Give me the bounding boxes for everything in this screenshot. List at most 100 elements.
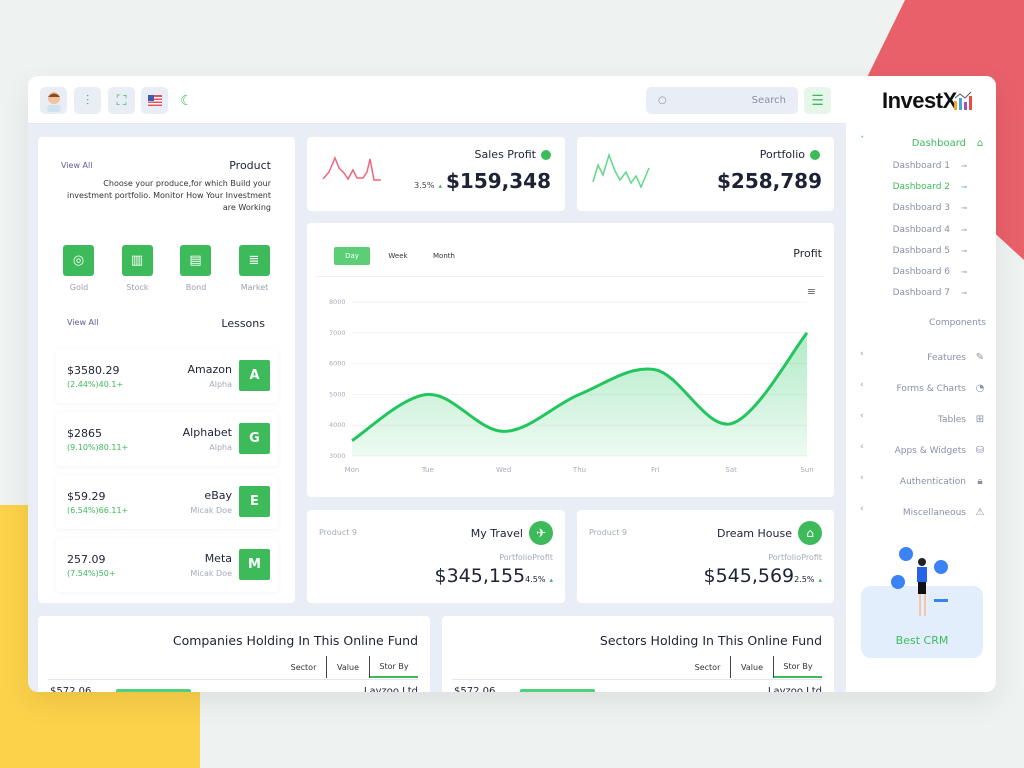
sales-profit-card: Sales Profit 3.5% ▴ $159,348 (307, 137, 565, 211)
sidebar-subitem[interactable]: Dashboard 5 ⊸ (893, 246, 970, 256)
lessons-title: Lessons (221, 317, 265, 330)
nav-label: Apps & Widgets (894, 445, 966, 456)
lesson-item[interactable]: $59.29 (6.54%)66.11+ eBay Micak Doe E (56, 475, 278, 529)
lesson-price: $3580.29 (67, 364, 120, 377)
dot-icon: ⊸ (961, 162, 967, 170)
sidebar-item[interactable]: Apps & Widgets ⛁ (895, 445, 986, 456)
sidebar-item[interactable]: Authentication 🔒︎ (900, 476, 986, 487)
sidebar-subitem[interactable]: Dashboard 4 ⊸ (893, 225, 970, 235)
fullscreen-icon[interactable]: ⛶ (108, 87, 135, 114)
lesson-letter-badge: G (239, 423, 270, 454)
lesson-sub: Micak Doe (190, 506, 232, 515)
sidebar-subitem[interactable]: Dashboard 6 ⊸ (893, 267, 970, 277)
sidebar-item[interactable]: Features ✎ (927, 352, 986, 363)
app-window: ⫶ ⛶ ☾ ○ Search ☰ InvestX ˇ Dashboard ⌂ Das… (28, 76, 996, 692)
chevron-left-icon: ‹ (860, 473, 864, 483)
promo-card[interactable]: Best CRM (861, 586, 983, 658)
y-tick-label: 3000 (329, 452, 346, 460)
sidebar-subitem[interactable]: Dashboard 7 ⊸ (893, 288, 970, 298)
goal-sub: PortfolioProfit (768, 553, 822, 562)
product-title: Product (229, 159, 271, 172)
sidebar-subitem[interactable]: Dashboard 2 ⊸ (893, 182, 970, 192)
dream-house-card: Product 9 Dream House ⌂ PortfolioProfit $… (577, 510, 834, 603)
column-sort-by[interactable]: Stor By (370, 656, 418, 678)
chevron-left-icon: ‹ (860, 504, 864, 514)
sidebar-section-label: Components (929, 318, 986, 328)
x-tick-label: Fri (651, 466, 659, 474)
column-value[interactable]: Value (730, 656, 774, 678)
y-tick-label: 6000 (329, 360, 346, 368)
dot-icon: ⊸ (961, 183, 967, 192)
lesson-name: Meta (204, 552, 232, 565)
warning-icon: ⚠ (975, 507, 985, 518)
row-value: $572.06 (454, 686, 496, 692)
avatar[interactable] (40, 87, 67, 114)
bar-chart-icon[interactable]: ▥ (121, 245, 153, 276)
grid-icon: ⊞ (975, 414, 985, 425)
nav-label: Dashboard (911, 138, 966, 149)
nav-label: Dashboard 5 (892, 245, 950, 256)
document-icon[interactable]: ▤ (180, 245, 211, 276)
sidebar-item[interactable]: Tables ⊞ (938, 414, 986, 425)
us-flag-icon[interactable] (141, 87, 168, 114)
moon-icon[interactable]: ☾ (180, 92, 193, 109)
chevron-left-icon: ‹ (860, 411, 864, 421)
home-icon: ⌂ (976, 138, 984, 149)
nav-label: Features (927, 352, 966, 363)
column-sort-by[interactable]: Stor By (774, 656, 822, 678)
table-title: Companies Holding In This Online Fund (172, 633, 418, 648)
menu-icon[interactable]: ☰ (804, 87, 831, 114)
lesson-change: (6.54%)66.11+ (67, 506, 129, 515)
column-value[interactable]: Value (326, 656, 370, 678)
dot-icon: ⊸ (961, 225, 967, 234)
top-header: ⫶ ⛶ ☾ ○ Search ☰ (28, 76, 846, 124)
goal-pct: 2.5% (794, 575, 815, 584)
lessons-view-all-link[interactable]: View All (67, 318, 99, 327)
eye-icon[interactable] (541, 149, 551, 160)
eye-icon[interactable] (810, 149, 820, 160)
x-tick-label: Tue (421, 466, 434, 474)
tab-month[interactable]: Month (433, 252, 455, 260)
lesson-price: $59.29 (67, 490, 106, 503)
lesson-price: 257.09 (67, 553, 106, 566)
portfolio-title: Portfolio (759, 148, 805, 161)
sidebar-subitem[interactable]: Dashboard 1 ⊸ (893, 161, 970, 171)
lesson-letter-badge: M (239, 549, 270, 580)
lesson-item[interactable]: $2865 (9.10%)80.11+ Alphabet Alpha G (56, 412, 278, 466)
crm-illustration (891, 547, 948, 616)
chart-menu-icon[interactable]: ≡ (806, 285, 816, 298)
coins-stack-icon[interactable]: ≣ (238, 245, 270, 276)
companies-holding-card: Companies Holding In This Online Fund Se… (38, 616, 430, 692)
lesson-change: (2.44%)40.1+ (67, 380, 124, 389)
search-input[interactable]: ○ Search (646, 87, 798, 114)
column-sector[interactable]: Sector (694, 662, 721, 672)
sidebar-item-dashboard[interactable]: Dashboard ⌂ (912, 138, 986, 149)
tab-week[interactable]: Week (388, 252, 408, 260)
lesson-letter-badge: E (239, 486, 270, 517)
y-tick-label: 4000 (329, 421, 346, 429)
table-title: Sectors Holding In This Online Fund (599, 633, 822, 648)
nav-label: Dashboard 4 (892, 224, 950, 235)
up-arrow-icon: ▴ (549, 576, 553, 584)
lesson-item[interactable]: $3580.29 (2.44%)40.1+ Amazon Alpha A (56, 349, 278, 403)
sliders-icon[interactable]: ⫶ (74, 87, 101, 114)
lesson-item[interactable]: 257.09 (7.54%)50+ Meta Micak Doe M (56, 538, 278, 592)
sidebar-item[interactable]: Miscellaneous ⚠ (903, 507, 986, 518)
product-label: Stock (126, 283, 149, 292)
chevron-down-icon: ˇ (860, 136, 865, 146)
column-sector[interactable]: Sector (290, 662, 317, 672)
nav-label: Dashboard 3 (892, 203, 950, 214)
lesson-sub: Micak Doe (190, 569, 232, 578)
up-arrow-icon: ▴ (818, 576, 822, 584)
goal-value: $345,155 (434, 565, 526, 587)
sectors-holding-card: Sectors Holding In This Online Fund Sect… (442, 616, 834, 692)
product-view-all-link[interactable]: View All (61, 161, 93, 170)
chart-logo-icon (954, 91, 972, 110)
lock-icon: 🔒︎ (977, 476, 983, 487)
tab-day[interactable]: Day (334, 247, 370, 265)
sidebar-subitem[interactable]: Dashboard 3 ⊸ (893, 203, 970, 213)
sidebar-item[interactable]: Forms & Charts ◔ (896, 383, 986, 394)
coin-icon[interactable]: ◎ (63, 245, 94, 276)
nav-label: Dashboard 7 (892, 288, 950, 299)
portfolio-sparkline (592, 153, 650, 189)
